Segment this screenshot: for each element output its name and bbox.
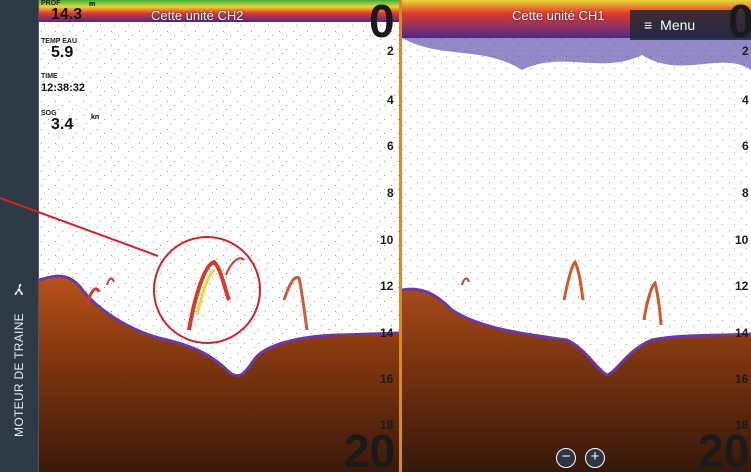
depth-unit: m [89,1,96,8]
depth-tick: 8 [742,186,749,200]
fan-icon [14,283,23,296]
depth-tick: 10 [380,233,394,247]
time-readout: TIME 12:38:32 [41,73,85,96]
depth-tick: 8 [387,186,394,200]
depth-value: 14.3 [51,6,83,23]
depth-top-ch1: 0 [728,0,751,47]
water-temp-label: TEMP EAU [41,38,78,45]
sidebar-label-text: MOTEUR DE TRAINE [12,313,27,437]
zoom-out-button[interactable]: − [556,448,576,468]
depth-tick: 12 [735,279,749,293]
time-value: 12:38:32 [41,82,86,94]
depth-tick: 6 [387,139,394,153]
depth-tick: 12 [380,279,394,293]
sonar-pane-ch1[interactable]: Cette unité CH1 ≡ Menu 0 20 2 4 6 8 10 1… [402,0,751,472]
menu-button[interactable]: ≡ Menu [630,10,751,40]
sog-unit: kn [91,114,100,121]
sidebar-source-label[interactable]: MOTEUR DE TRAINE [0,280,38,470]
depth-bottom-ch2: 20 [344,425,396,472]
channel-title-ch1: Cette unité CH1 [512,8,605,23]
depth-tick: 16 [380,372,394,386]
pane-divider[interactable] [399,0,402,472]
channel-title-ch2: Cette unité CH2 [151,8,244,23]
depth-tick: 2 [742,44,749,58]
sonar-pane-ch2[interactable]: Cette unité CH2 0 20 2 4 6 8 10 12 14 16… [39,0,399,472]
depth-tick: 4 [742,93,749,107]
depth-readout: PROF 14.3 [41,0,82,23]
depth-tick: 4 [387,93,394,107]
depth-tick: 16 [735,372,749,386]
depth-tick: 18 [735,418,749,432]
menu-icon: ≡ [644,17,653,33]
zoom-in-button[interactable]: + [585,448,605,468]
depth-tick: 2 [387,44,394,58]
sog-value: 3.4 [51,116,74,133]
plus-icon: + [590,448,600,465]
depth-bottom-ch1: 20 [698,425,750,472]
depth-tick: 14 [380,326,394,340]
sonar-echo-ch1 [402,0,751,472]
depth-tick: 18 [380,418,394,432]
menu-label: Menu [660,17,696,33]
sog-label: SOG [41,110,57,117]
depth-top-ch2: 0 [369,0,395,47]
depth-label: PROF [41,0,61,7]
time-label: TIME [41,73,58,80]
sog-readout: SOG 3.4 [41,110,73,133]
water-temp-readout: TEMP EAU 5.9 [41,38,77,61]
depth-tick: 14 [735,326,749,340]
sonar-echo-ch2 [39,0,399,472]
depth-tick: 10 [735,233,749,247]
minus-icon: − [561,448,571,465]
depth-tick: 6 [742,139,749,153]
water-temp-value: 5.9 [51,44,74,61]
sidebar: MOTEUR DE TRAINE [0,0,39,472]
